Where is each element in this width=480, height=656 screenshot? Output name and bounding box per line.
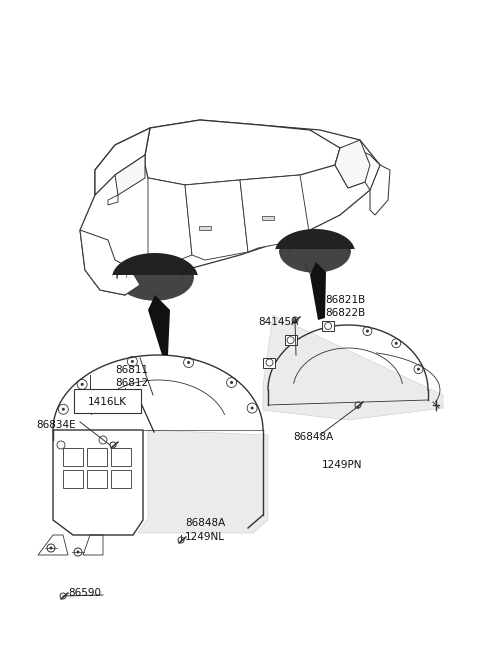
Bar [322, 321, 334, 331]
Polygon shape [240, 175, 310, 252]
Polygon shape [263, 315, 443, 420]
Circle shape [76, 550, 80, 554]
Text: 86834E: 86834E [36, 420, 76, 430]
Polygon shape [80, 120, 380, 295]
Bar [63, 448, 83, 466]
Polygon shape [138, 430, 268, 533]
FancyBboxPatch shape [74, 389, 141, 413]
Circle shape [187, 361, 190, 364]
Polygon shape [335, 148, 380, 190]
Text: 86811: 86811 [115, 365, 148, 375]
Circle shape [49, 546, 52, 550]
Bar [285, 335, 297, 345]
Circle shape [417, 367, 420, 371]
Polygon shape [115, 155, 145, 195]
Circle shape [251, 407, 253, 409]
Polygon shape [370, 165, 390, 215]
Bar [199, 226, 211, 230]
Bar [111, 470, 131, 488]
Polygon shape [108, 195, 118, 205]
Circle shape [366, 329, 369, 333]
Text: 1249PN: 1249PN [322, 460, 362, 470]
Text: 86812: 86812 [115, 378, 148, 388]
Bar [63, 470, 83, 488]
Polygon shape [112, 253, 198, 278]
Text: 86821B: 86821B [325, 295, 365, 305]
Text: 86590: 86590 [68, 588, 101, 598]
Ellipse shape [117, 256, 193, 300]
Circle shape [131, 360, 134, 363]
Circle shape [395, 342, 398, 345]
Polygon shape [310, 262, 326, 320]
Polygon shape [185, 180, 248, 260]
Text: 86822B: 86822B [325, 308, 365, 318]
Bar [262, 216, 274, 220]
Polygon shape [145, 120, 340, 185]
Text: 84145A: 84145A [258, 317, 298, 327]
Polygon shape [148, 295, 170, 355]
Text: 86848A: 86848A [185, 518, 225, 528]
Polygon shape [53, 430, 143, 535]
Circle shape [230, 381, 233, 384]
Bar [264, 358, 276, 367]
Text: 86848A: 86848A [293, 432, 333, 442]
Text: 1416LK: 1416LK [88, 397, 127, 407]
Circle shape [62, 408, 65, 411]
Polygon shape [335, 140, 370, 188]
Circle shape [81, 383, 84, 386]
Polygon shape [95, 128, 150, 195]
Bar [111, 448, 131, 466]
Polygon shape [148, 178, 192, 268]
Polygon shape [80, 230, 140, 295]
Polygon shape [275, 229, 355, 252]
Text: 1249NL: 1249NL [185, 532, 225, 542]
Bar [87, 470, 107, 488]
Ellipse shape [280, 232, 350, 272]
Bar [87, 448, 107, 466]
